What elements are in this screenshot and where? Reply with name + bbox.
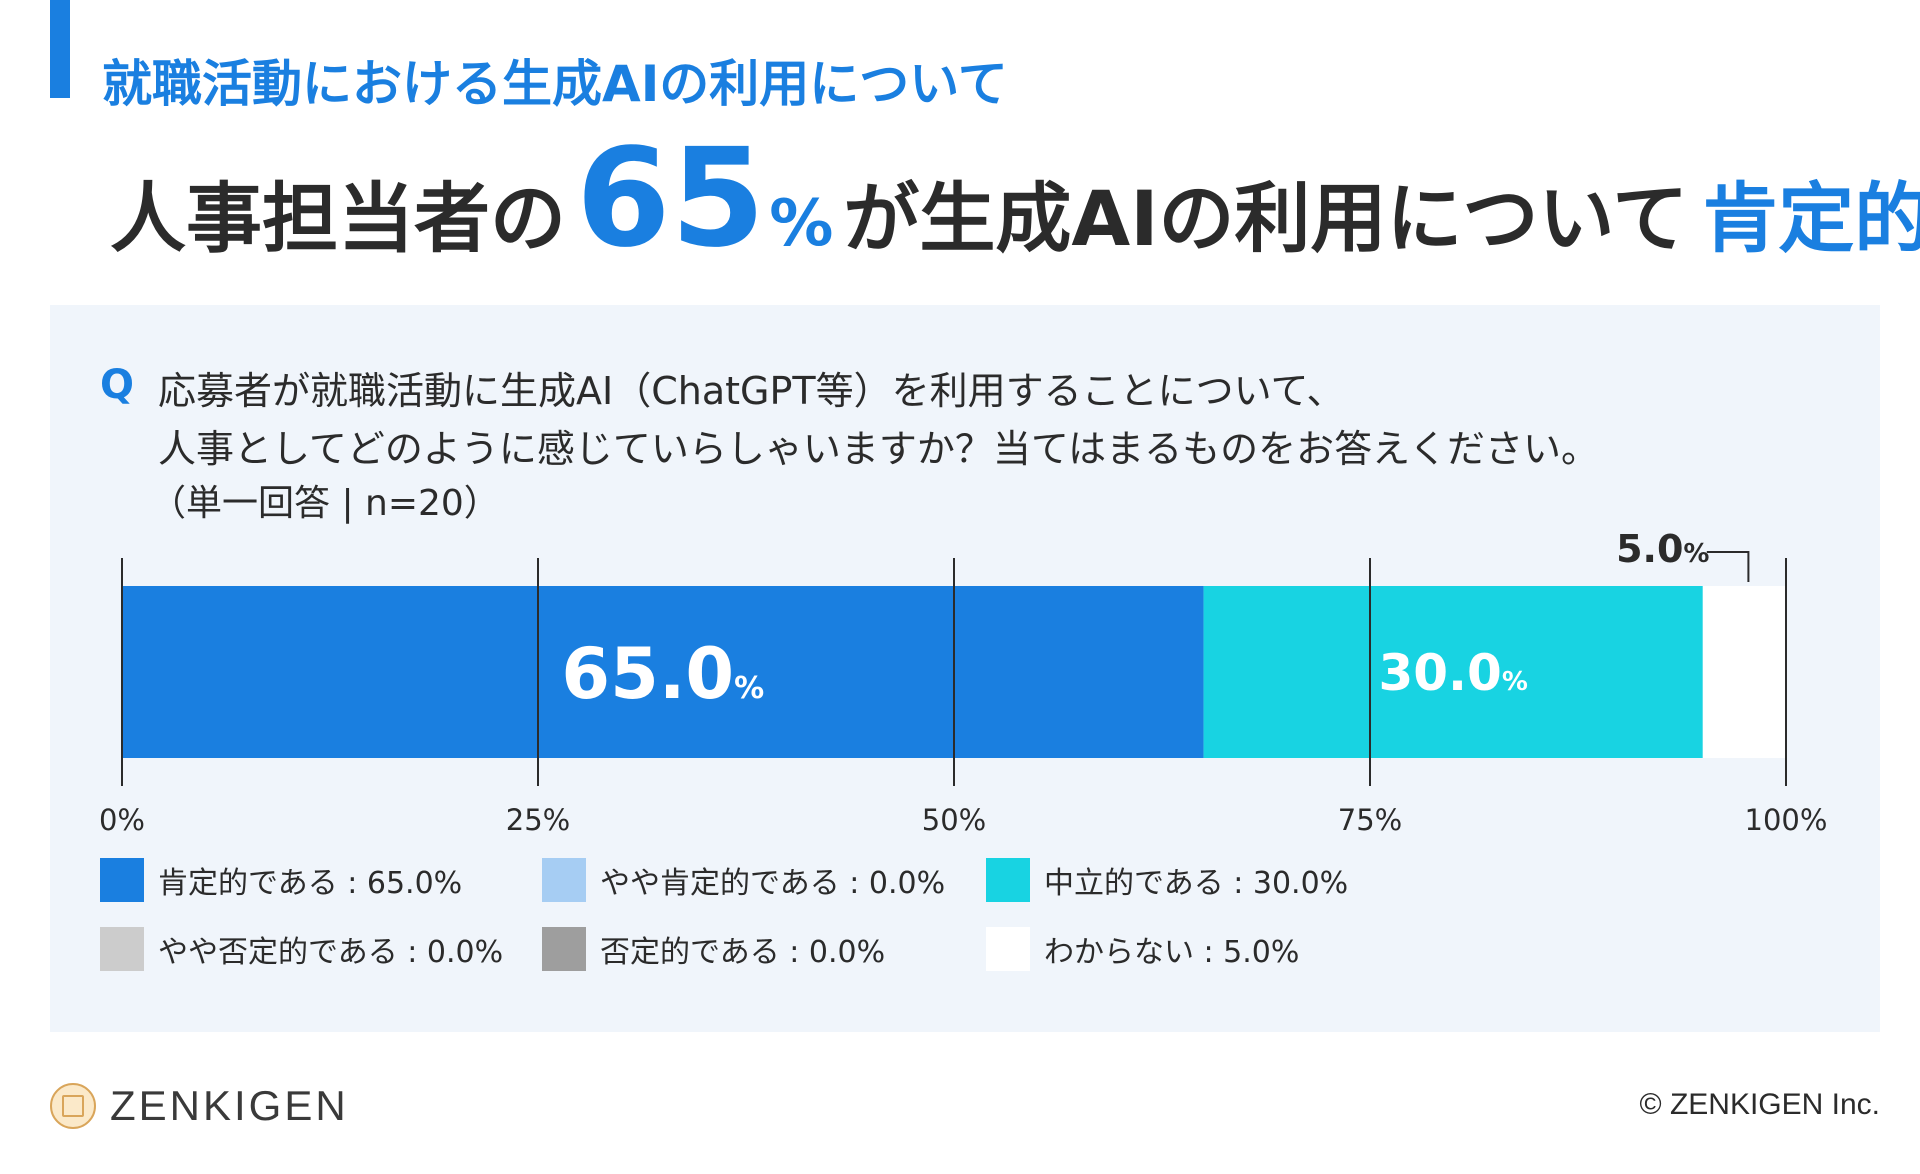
legend-label: 否定的である : 0.0%: [600, 935, 886, 970]
legend-label: やや否定的である : 0.0%: [158, 935, 504, 970]
question-line-2: 人事としてどのように感じていらしゃいますか？当てはまるものをお答えください。: [158, 427, 1599, 471]
logo-text: ZENKIGEN: [110, 1082, 349, 1129]
headline-emphasis: 肯定的: [1702, 174, 1920, 263]
data-label-5: 5.0%: [1616, 527, 1709, 571]
headline-prefix: 人事担当者の: [110, 174, 566, 263]
legend-swatch: [542, 858, 586, 902]
legend-swatch: [100, 858, 144, 902]
accent-bar: [50, 0, 70, 98]
legend-item: 肯定的である : 65.0%: [100, 858, 462, 902]
legend-label: やや肯定的である : 0.0%: [600, 866, 946, 901]
legend-swatch: [986, 927, 1030, 971]
legend-swatch: [542, 927, 586, 971]
data-label-leader-5: [1706, 551, 1750, 582]
bar-segment-0: [122, 586, 1204, 758]
headline-middle: が生成AIの利用について: [843, 174, 1689, 263]
headline-percent: %: [769, 187, 834, 261]
legend-item: 否定的である : 0.0%: [542, 927, 885, 971]
data-label-0: 65.0%: [561, 633, 764, 715]
tick-label-2: 50%: [922, 803, 986, 837]
question-label: Q: [100, 362, 135, 408]
question-line-1: 応募者が就職活動に生成AI（ChatGPT等）を利用することについて、: [158, 369, 1345, 413]
legend-item: わからない : 5.0%: [986, 927, 1299, 971]
subtitle: 就職活動における生成AIの利用について: [102, 55, 1008, 113]
bar-segment-5: [1702, 586, 1786, 758]
question-note: （単一回答 | n=20）: [150, 483, 500, 524]
headline: 人事担当者の 65 % が生成AIの利用について 肯定的: [110, 120, 1920, 278]
legend-label: わからない : 5.0%: [1044, 935, 1300, 970]
legend-item: 中立的である : 30.0%: [986, 858, 1348, 902]
legend-swatch: [100, 927, 144, 971]
tick-label-0: 0%: [99, 803, 145, 837]
copyright: © ZENKIGEN Inc.: [1639, 1088, 1880, 1121]
data-label-2: 30.0%: [1378, 644, 1527, 702]
company-logo: ZENKIGEN: [50, 1082, 349, 1130]
stacked-bar-chart: 0% 25% 50% 75% 100% 65.0% 30.0% 5.0%: [99, 527, 1828, 837]
bar-segment-2: [1203, 586, 1703, 758]
tick-label-1: 25%: [506, 803, 570, 837]
logo-emblem-icon: [50, 1083, 96, 1129]
legend-label: 中立的である : 30.0%: [1044, 866, 1349, 901]
legend-item: やや肯定的である : 0.0%: [542, 858, 945, 902]
legend-label: 肯定的である : 65.0%: [158, 866, 463, 901]
headline-number: 65: [576, 120, 766, 278]
tick-label-4: 100%: [1745, 803, 1828, 837]
tick-label-3: 75%: [1338, 803, 1402, 837]
legend-item: やや否定的である : 0.0%: [100, 927, 503, 971]
legend-swatch: [986, 858, 1030, 902]
